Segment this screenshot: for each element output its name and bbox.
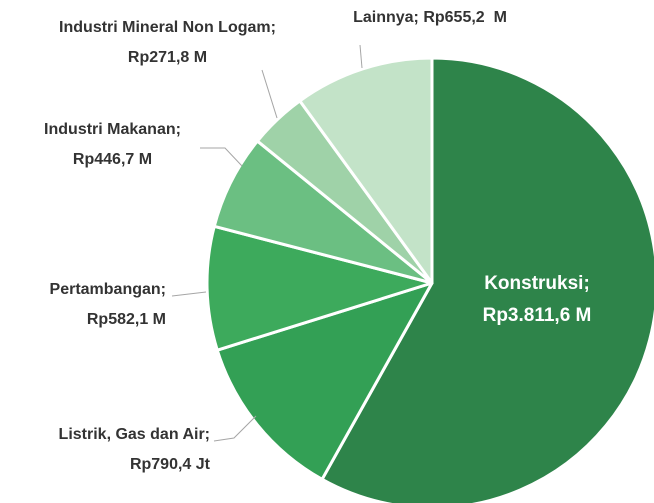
category-label: Listrik, Gas dan Air; (58, 426, 210, 443)
value-label: Rp655,2 M (423, 9, 507, 26)
pie-slice (215, 281, 434, 481)
data-label: Lainnya; Rp655,2 M (290, 3, 570, 33)
value-label: Rp446,7 M (72, 151, 153, 168)
pie-slice (205, 224, 434, 352)
category-label: Konstruksi; (484, 273, 590, 294)
value-label: Rp271,8 M (127, 49, 208, 66)
leader-line (171, 291, 207, 297)
data-label: Industri Makanan; Rp446,7 M (20, 115, 205, 175)
leader-line (213, 415, 257, 442)
value-label: Rp3.811,6 M (482, 305, 592, 326)
data-label: Konstruksi; Rp3.811,6 M (462, 268, 612, 332)
category-label: Pertambangan; (49, 281, 166, 298)
category-label: Industri Makanan; (44, 121, 181, 138)
data-label: Pertambangan; Rp582,1 M (8, 275, 166, 335)
leader-line (261, 69, 278, 119)
category-label: Lainnya; (353, 9, 419, 26)
leader-line (359, 44, 363, 69)
leader-line (200, 147, 243, 167)
pie-slice (298, 56, 434, 285)
slices (205, 56, 654, 503)
pie-slice (320, 56, 654, 503)
data-label: Listrik, Gas dan Air; Rp790,4 Jt (45, 420, 210, 480)
value-label: Rp790,4 Jt (129, 456, 210, 473)
data-label: Industri Mineral Non Logam; Rp271,8 M (50, 13, 285, 73)
value-label: Rp582,1 M (86, 311, 166, 328)
category-label: Industri Mineral Non Logam; (59, 19, 276, 36)
